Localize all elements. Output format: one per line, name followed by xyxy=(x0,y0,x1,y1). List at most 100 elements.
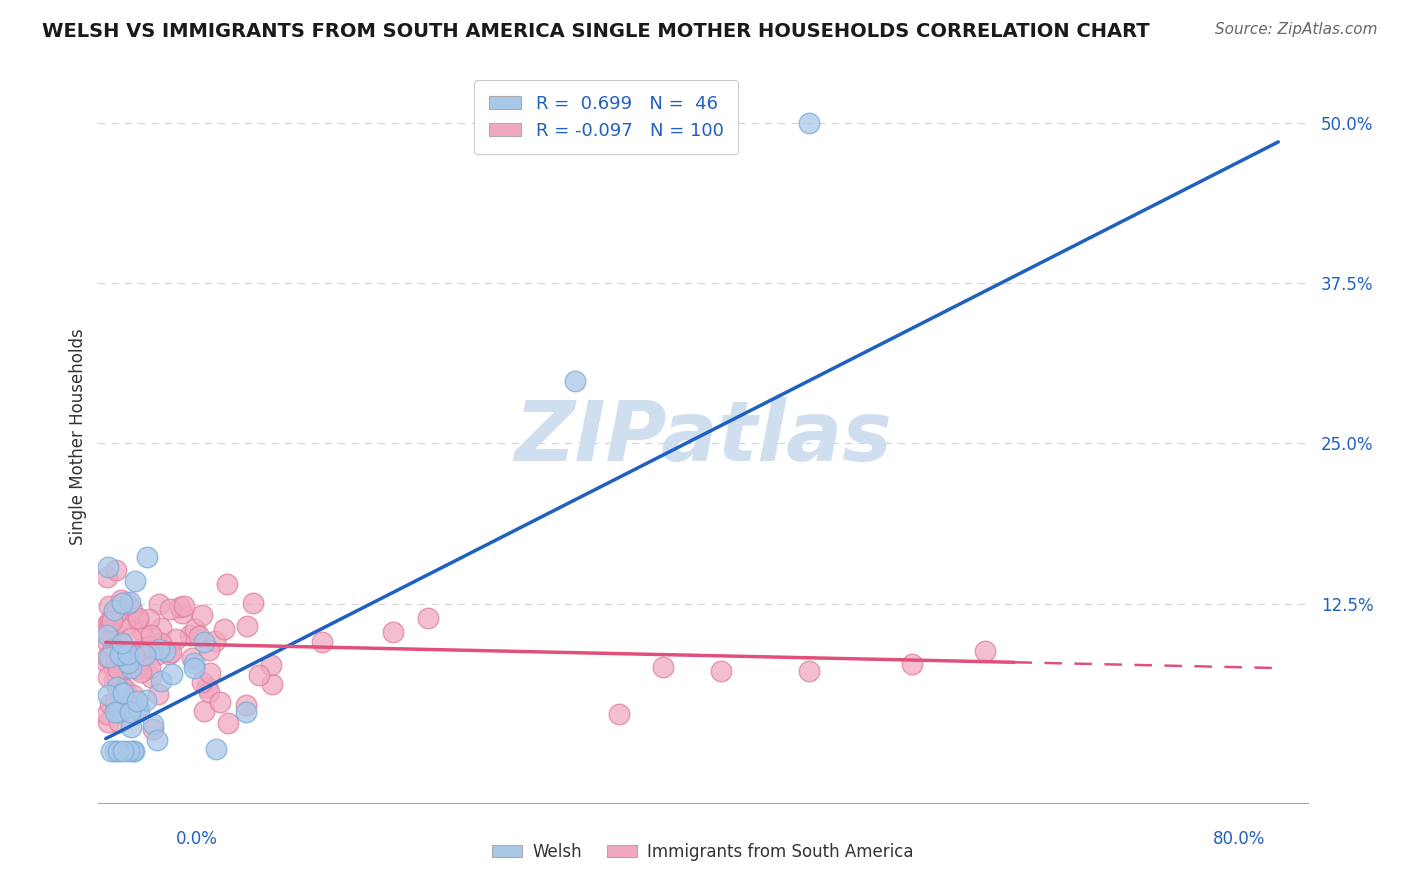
Point xyxy=(148,642,170,657)
Point xyxy=(120,632,142,646)
Point xyxy=(121,647,143,661)
Point xyxy=(208,695,231,709)
Point xyxy=(311,635,333,649)
Point xyxy=(112,651,135,665)
Point xyxy=(179,628,201,642)
Point xyxy=(110,678,132,692)
Point xyxy=(112,685,135,699)
Point xyxy=(710,664,733,678)
Point xyxy=(96,624,118,638)
Point xyxy=(127,613,149,627)
Point xyxy=(121,688,143,702)
Point xyxy=(193,704,215,718)
Point xyxy=(162,667,184,681)
Point xyxy=(108,648,131,662)
Point xyxy=(97,688,120,702)
Point xyxy=(183,661,205,675)
Point xyxy=(139,627,162,641)
Point xyxy=(247,668,270,682)
Point xyxy=(97,715,120,730)
Point xyxy=(100,744,122,758)
Point xyxy=(107,605,129,619)
Point xyxy=(142,717,165,731)
Point xyxy=(262,677,284,691)
Point xyxy=(98,614,121,628)
Point xyxy=(105,638,128,652)
Point xyxy=(193,634,215,648)
Point xyxy=(107,614,129,628)
Point xyxy=(138,612,160,626)
Text: Source: ZipAtlas.com: Source: ZipAtlas.com xyxy=(1215,22,1378,37)
Point xyxy=(103,641,125,656)
Point xyxy=(131,624,153,639)
Point xyxy=(97,559,120,574)
Point xyxy=(107,662,129,676)
Point xyxy=(125,694,148,708)
Point xyxy=(198,666,221,681)
Point xyxy=(105,671,128,685)
Point xyxy=(129,652,152,666)
Point xyxy=(131,641,153,656)
Point xyxy=(103,605,125,619)
Point xyxy=(103,673,125,688)
Point xyxy=(97,616,120,631)
Point xyxy=(141,722,163,736)
Point xyxy=(901,657,924,672)
Point xyxy=(145,648,167,662)
Point xyxy=(114,646,136,660)
Point xyxy=(101,614,124,628)
Point xyxy=(198,643,221,657)
Point xyxy=(150,673,173,688)
Point xyxy=(96,650,118,665)
Point xyxy=(96,706,118,721)
Point xyxy=(146,687,169,701)
Point xyxy=(127,700,149,714)
Point xyxy=(111,744,134,758)
Legend: Welsh, Immigrants from South America: Welsh, Immigrants from South America xyxy=(485,837,921,868)
Point xyxy=(107,744,129,758)
Point xyxy=(799,665,821,679)
Point xyxy=(204,741,226,756)
Point xyxy=(122,648,145,662)
Point xyxy=(120,720,142,734)
Point xyxy=(127,611,149,625)
Point xyxy=(122,744,145,758)
Point xyxy=(155,644,177,658)
Point xyxy=(145,733,167,747)
Point xyxy=(212,622,235,636)
Point xyxy=(160,645,183,659)
Point xyxy=(97,636,120,650)
Point xyxy=(104,656,127,670)
Point xyxy=(141,670,163,684)
Point xyxy=(111,636,134,650)
Text: 0.0%: 0.0% xyxy=(176,830,218,847)
Point xyxy=(204,633,226,648)
Point xyxy=(117,657,139,671)
Point xyxy=(118,595,141,609)
Point xyxy=(103,659,125,673)
Point xyxy=(157,647,180,661)
Point xyxy=(607,706,630,721)
Point xyxy=(195,680,218,694)
Point xyxy=(191,675,214,690)
Point xyxy=(97,670,120,684)
Point xyxy=(799,116,821,130)
Point xyxy=(235,706,257,720)
Point xyxy=(128,703,150,717)
Point xyxy=(103,744,125,758)
Point xyxy=(96,656,118,670)
Point xyxy=(564,374,586,388)
Point xyxy=(120,661,142,675)
Point xyxy=(418,611,440,625)
Point xyxy=(120,705,142,719)
Point xyxy=(129,665,152,680)
Point xyxy=(104,705,127,719)
Point xyxy=(236,618,259,632)
Point xyxy=(188,629,211,643)
Point xyxy=(98,599,121,613)
Point xyxy=(974,644,997,658)
Point xyxy=(169,599,191,614)
Point xyxy=(114,595,136,609)
Point xyxy=(117,647,139,661)
Point xyxy=(114,682,136,697)
